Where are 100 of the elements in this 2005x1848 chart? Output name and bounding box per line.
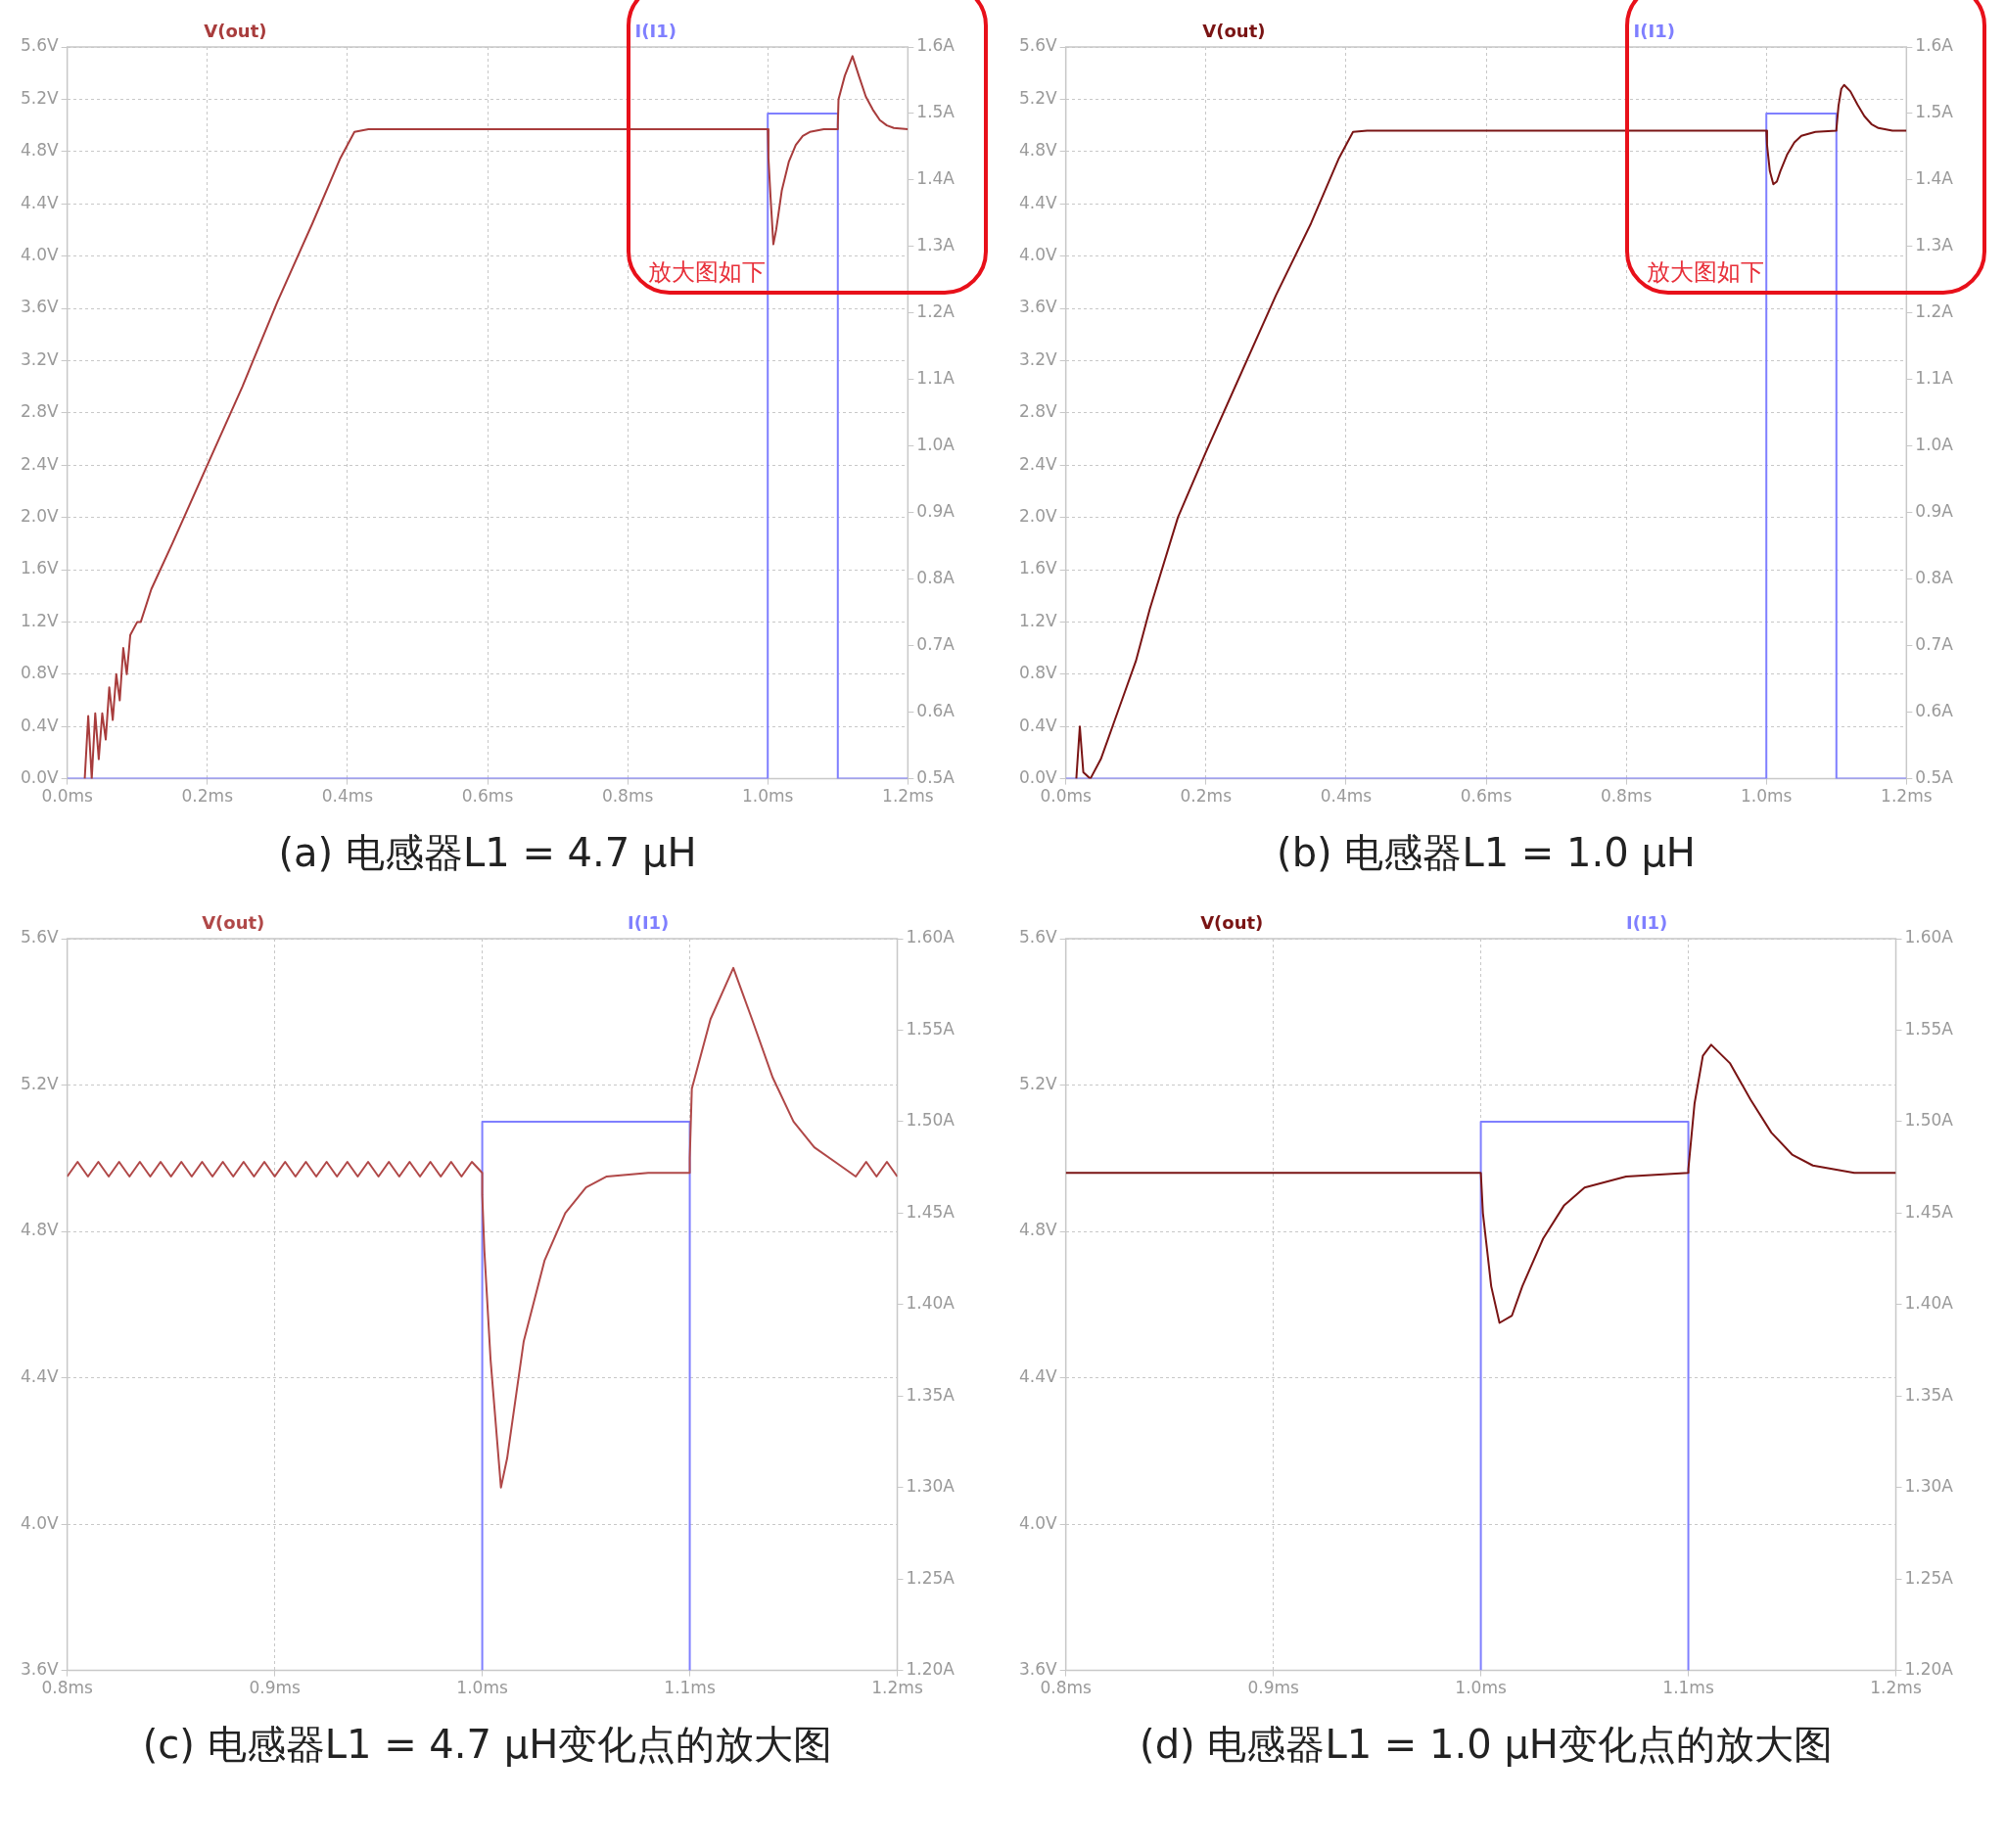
x-tick-label: 1.0ms [742,786,794,807]
x-tick-label: 1.1ms [1662,1678,1714,1698]
x-tick-label: 0.8ms [41,1678,94,1698]
y2-tick-label: 1.40A [906,1293,956,1314]
y-tick-label: 4.4V [1018,1365,1058,1386]
y-tick-label: 4.8V [1018,140,1058,161]
y-tick-label: 0.8V [20,663,60,683]
y-tick-label: 0.4V [20,715,60,735]
x-tick-label: 0.2ms [1180,786,1233,807]
y2-tick-label: 0.6A [916,701,956,721]
text: (a) 电感器L1 = 4.7 μH [277,829,698,877]
x-tick-label: 1.2ms [1881,786,1933,807]
y-tick-label: 2.4V [20,453,60,474]
y2-tick-label: 1.6A [916,35,956,56]
text: V(out) [1200,911,1264,933]
text: V(out) [204,20,267,41]
y-tick-label: 5.2V [1018,1073,1058,1093]
y-tick-label: 4.4V [1018,192,1058,212]
y-tick-label: 5.6V [1018,35,1058,56]
y-tick-label: 3.6V [20,1659,60,1680]
y2-tick-label: 0.8A [1915,568,1954,588]
y2-tick-label: 1.3A [1915,235,1954,255]
text: I(I1) [1625,911,1668,933]
y-tick-label: 1.2V [1018,610,1058,630]
x-tick-label: 0.6ms [1460,786,1513,807]
y-tick-label: 3.6V [1018,297,1058,317]
x-tick-label: 0.0ms [41,786,94,807]
x-tick-label: 0.4ms [321,786,374,807]
y-tick-label: 2.8V [20,401,60,422]
y2-tick-label: 1.25A [906,1567,956,1588]
y2-tick-label: 1.5A [916,102,956,122]
x-tick-label: 0.2ms [181,786,234,807]
x-tick-label: 1.0ms [456,1678,508,1698]
y-tick-label: 0.0V [20,767,60,788]
y-tick-label: 4.0V [20,1512,60,1533]
x-tick-label: 0.9ms [249,1678,301,1698]
y2-tick-label: 1.6A [1915,35,1954,56]
y-tick-label: 5.2V [1018,87,1058,108]
y2-tick-label: 1.3A [916,235,956,255]
y2-tick-label: 1.35A [906,1384,956,1405]
y-tick-label: 0.4V [1018,715,1058,735]
y-tick-label: 4.8V [20,140,60,161]
y-tick-label: 1.2V [20,610,60,630]
x-tick-label: 0.8ms [1040,1678,1093,1698]
text: (d) 电感器L1 = 1.0 μH变化点的放大图 [1139,1721,1834,1769]
text: I(I1) [627,911,670,933]
y-tick-label: 1.6V [1018,558,1058,578]
y2-tick-label: 1.0A [1915,435,1954,455]
y2-tick-label: 1.35A [1904,1384,1954,1405]
y2-tick-label: 1.1A [1915,368,1954,389]
y2-tick-label: 1.30A [906,1476,956,1497]
y2-tick-label: 1.60A [906,927,956,947]
y-tick-label: 2.4V [1018,453,1058,474]
x-tick-label: 1.2ms [871,1678,923,1698]
y2-tick-label: 1.40A [1904,1293,1954,1314]
x-tick-label: 1.0ms [1741,786,1793,807]
y-tick-label: 4.4V [20,1365,60,1386]
text: (b) 电感器L1 = 1.0 μH [1276,829,1697,877]
y2-tick-label: 1.1A [916,368,956,389]
y2-tick-label: 0.9A [916,501,956,522]
x-tick-label: 0.0ms [1040,786,1093,807]
y-tick-label: 5.6V [20,35,60,56]
x-tick-label: 1.2ms [1870,1678,1922,1698]
y2-tick-label: 0.9A [1915,501,1954,522]
y-tick-label: 3.2V [20,348,60,369]
y-tick-label: 4.8V [1018,1220,1058,1240]
y-tick-label: 5.2V [20,1073,60,1093]
y-tick-label: 4.4V [20,192,60,212]
x-tick-label: 0.4ms [1320,786,1373,807]
y-tick-label: 5.6V [1018,927,1058,947]
y2-tick-label: 1.45A [1904,1201,1954,1222]
y-tick-label: 1.6V [20,558,60,578]
y2-tick-label: 1.0A [916,435,956,455]
y2-tick-label: 0.5A [916,767,956,788]
y-tick-label: 2.0V [20,506,60,527]
text: I(I1) [634,20,676,41]
x-tick-label: 0.8ms [601,786,654,807]
y2-tick-label: 1.60A [1904,927,1954,947]
y2-tick-label: 1.20A [1904,1659,1954,1680]
y2-tick-label: 0.5A [1915,767,1954,788]
annotation: 放大图如下 [647,257,766,286]
y2-tick-label: 1.5A [1915,102,1954,122]
text: V(out) [202,911,265,933]
x-tick-label: 0.6ms [461,786,514,807]
y2-tick-label: 1.45A [906,1201,956,1222]
y2-tick-label: 0.7A [1915,634,1954,655]
y2-tick-label: 1.55A [906,1018,956,1039]
x-tick-label: 0.8ms [1600,786,1653,807]
y-tick-label: 4.0V [1018,245,1058,265]
y2-tick-label: 1.2A [1915,301,1954,322]
y2-tick-label: 1.30A [1904,1476,1954,1497]
y-tick-label: 5.6V [20,927,60,947]
y2-tick-label: 1.50A [1904,1110,1954,1131]
y2-tick-label: 0.8A [916,568,956,588]
y-tick-label: 0.0V [1018,767,1058,788]
y-tick-label: 3.6V [1018,1659,1058,1680]
y2-tick-label: 1.4A [1915,168,1954,189]
y-tick-label: 2.8V [1018,401,1058,422]
y2-tick-label: 1.2A [916,301,956,322]
y-tick-label: 4.8V [20,1220,60,1240]
